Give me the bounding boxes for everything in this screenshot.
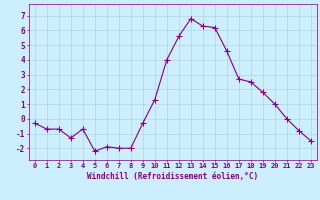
X-axis label: Windchill (Refroidissement éolien,°C): Windchill (Refroidissement éolien,°C) (87, 172, 258, 181)
